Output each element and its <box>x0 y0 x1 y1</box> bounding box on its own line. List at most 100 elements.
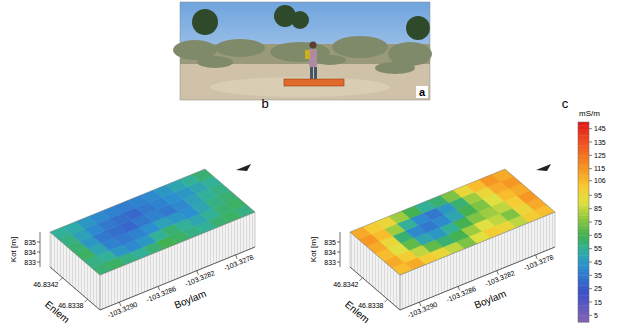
color-bar-tick <box>589 128 592 129</box>
z-tick <box>37 242 40 243</box>
photo-tree <box>406 16 430 40</box>
color-bar-tick <box>589 302 592 303</box>
z-tick <box>337 242 340 243</box>
y-tick <box>385 299 388 302</box>
color-bar-step <box>578 129 589 133</box>
z-tick-label: 833 <box>24 259 36 266</box>
photo-frame <box>180 2 430 100</box>
photo-bush <box>332 36 388 58</box>
photo: a <box>173 2 432 100</box>
color-bar-step <box>578 305 589 309</box>
panel-3d: -103.3290-103.3286-103.3282-103.3278Boyl… <box>9 96 269 325</box>
color-bar-tick-label: 125 <box>594 152 606 159</box>
color-bar-step <box>578 285 589 289</box>
photo-bush <box>314 55 346 65</box>
color-bar-step <box>578 145 589 149</box>
color-bar-tick-label: 15 <box>594 299 602 306</box>
y-axis-label: Enlem <box>43 298 72 325</box>
color-bar-step <box>578 155 589 159</box>
color-bar-tick-label: 106 <box>594 177 606 184</box>
color-bar-step <box>578 195 589 199</box>
color-bar-tick-label: 135 <box>594 139 606 146</box>
y-tick <box>85 299 88 302</box>
color-bar-step <box>578 175 589 179</box>
cell <box>192 169 213 181</box>
y-tick <box>360 278 363 281</box>
color-bar-tick <box>589 208 592 209</box>
color-bar-step <box>578 239 589 243</box>
color-bar-step <box>578 165 589 169</box>
color-bar-step <box>578 199 589 203</box>
z-tick-label: 834 <box>324 249 336 256</box>
color-bar-step <box>578 232 589 236</box>
color-bar-step <box>578 122 589 126</box>
surface-outline <box>50 169 255 275</box>
color-bar-step <box>578 309 589 313</box>
color-bar-step <box>578 222 589 226</box>
y-tick-label: 46.8342 <box>33 281 58 288</box>
z-tick-label: 833 <box>324 259 336 266</box>
z-tick <box>37 262 40 263</box>
color-bar-step <box>578 252 589 256</box>
x-axis-line <box>100 247 255 310</box>
z-tick <box>337 252 340 253</box>
photo-person-head <box>310 42 317 49</box>
color-bar-step <box>578 242 589 246</box>
color-bar-step <box>578 259 589 263</box>
cell <box>492 169 513 181</box>
north-arrow <box>236 164 251 171</box>
color-bar-tick-label: 95 <box>594 192 602 199</box>
color-bar-label: mS/m <box>579 109 600 118</box>
figure: a-103.3290-103.3286-103.3282-103.3278Boy… <box>0 0 634 333</box>
color-bar-tick-label: 35 <box>594 272 602 279</box>
x-tick <box>497 271 499 275</box>
z-tick <box>337 262 340 263</box>
color-bar-step <box>578 255 589 259</box>
x-tick <box>197 271 199 275</box>
color-bar-step <box>578 299 589 303</box>
color-bar-step <box>578 135 589 139</box>
color-bar-tick-label: 25 <box>594 285 602 292</box>
photo-bush <box>215 39 265 57</box>
color-bar-step <box>578 302 589 306</box>
x-tick-label: -103.3282 <box>484 269 516 287</box>
color-bar-step <box>578 275 589 279</box>
color-bar-step <box>578 205 589 209</box>
panel-label-bg <box>416 86 428 98</box>
z-tick-label: 835 <box>24 239 36 246</box>
panel-label: c <box>562 96 569 111</box>
x-tick <box>419 302 421 306</box>
photo-person-pack <box>305 50 310 59</box>
y-axis-line <box>350 267 400 310</box>
color-bar-step <box>578 295 589 299</box>
photo-bush <box>375 62 415 74</box>
color-bar-step <box>578 185 589 189</box>
surface-outline <box>350 169 555 275</box>
color-bar-step <box>578 132 589 136</box>
color-bar-step <box>578 265 589 269</box>
color-bar-tick-label: 45 <box>594 259 602 266</box>
y-axis-line <box>50 267 100 310</box>
x-tick <box>236 255 238 259</box>
x-axis-line <box>400 247 555 310</box>
color-bar-step <box>578 235 589 239</box>
photo-person-body <box>309 49 317 67</box>
color-bar-step <box>578 172 589 176</box>
color-bar-step <box>578 159 589 163</box>
x-tick-label: -103.3278 <box>223 253 255 271</box>
color-bar-tick <box>589 288 592 289</box>
color-bar-tick <box>589 262 592 263</box>
y-axis-label: Enlem <box>343 298 372 325</box>
x-tick <box>158 286 160 290</box>
panel-label: b <box>261 96 268 111</box>
color-bar: 5152535455565758595106115125135145mS/m <box>578 109 606 322</box>
y-tick-label: 46.8342 <box>333 281 358 288</box>
color-bar-step <box>578 125 589 129</box>
color-bar-frame <box>578 122 589 322</box>
box-face <box>100 212 255 310</box>
photo-instrument <box>284 79 344 86</box>
color-bar-step <box>578 219 589 223</box>
color-bar-step <box>578 289 589 293</box>
color-bar-tick <box>589 248 592 249</box>
color-bar-tick <box>589 168 592 169</box>
